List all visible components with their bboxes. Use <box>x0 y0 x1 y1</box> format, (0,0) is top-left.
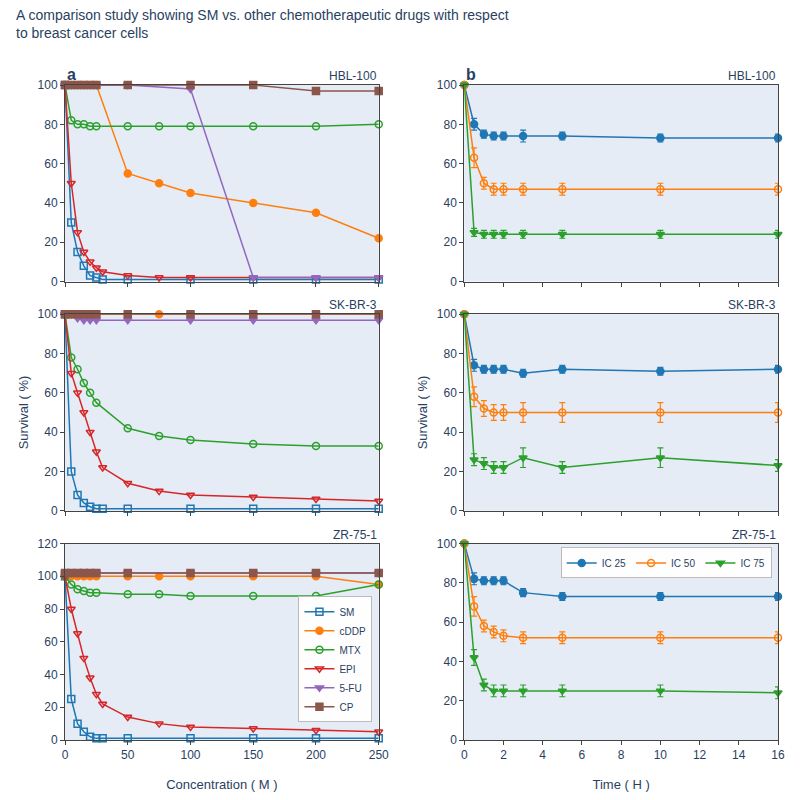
svg-text:100: 100 <box>437 537 457 551</box>
svg-text:40: 40 <box>444 655 458 669</box>
svg-text:16: 16 <box>771 748 785 762</box>
svg-text:20: 20 <box>44 700 58 714</box>
svg-text:0: 0 <box>450 275 457 289</box>
svg-text:60: 60 <box>44 386 58 400</box>
svg-text:40: 40 <box>44 425 58 439</box>
svg-text:0: 0 <box>62 748 69 762</box>
svg-text:60: 60 <box>444 386 458 400</box>
svg-text:8: 8 <box>618 748 625 762</box>
svg-text:100: 100 <box>180 748 200 762</box>
svg-text:Time ( H ): Time ( H ) <box>592 777 649 792</box>
svg-text:20: 20 <box>44 235 58 249</box>
svg-text:A comparison study showing SM: A comparison study showing SM vs. other … <box>16 7 509 41</box>
svg-text:200: 200 <box>306 748 326 762</box>
svg-text:SM: SM <box>339 607 354 618</box>
svg-text:IC 50: IC 50 <box>671 558 695 569</box>
svg-text:40: 40 <box>444 425 458 439</box>
svg-text:MTX: MTX <box>339 645 360 656</box>
svg-text:20: 20 <box>444 235 458 249</box>
svg-text:20: 20 <box>44 465 58 479</box>
svg-text:0: 0 <box>51 733 58 747</box>
svg-text:12: 12 <box>693 748 707 762</box>
svg-text:60: 60 <box>44 157 58 171</box>
svg-text:b: b <box>466 66 476 83</box>
svg-text:250: 250 <box>369 748 389 762</box>
svg-text:2: 2 <box>500 748 507 762</box>
svg-text:5-FU: 5-FU <box>339 683 361 694</box>
svg-text:20: 20 <box>444 694 458 708</box>
svg-text:HBL-100: HBL-100 <box>329 69 377 83</box>
svg-text:0: 0 <box>51 504 58 518</box>
svg-text:a: a <box>67 66 76 83</box>
svg-text:40: 40 <box>44 196 58 210</box>
svg-text:ZR-75-1: ZR-75-1 <box>732 528 776 542</box>
svg-text:HBL-100: HBL-100 <box>728 69 776 83</box>
svg-text:50: 50 <box>121 748 135 762</box>
svg-text:cDDP: cDDP <box>339 626 365 637</box>
svg-text:0: 0 <box>461 748 468 762</box>
svg-text:80: 80 <box>444 118 458 132</box>
svg-text:100: 100 <box>38 307 58 321</box>
svg-text:60: 60 <box>444 615 458 629</box>
svg-text:120: 120 <box>38 537 58 551</box>
svg-text:SK-BR-3: SK-BR-3 <box>329 298 377 312</box>
svg-text:6: 6 <box>579 748 586 762</box>
svg-text:0: 0 <box>450 504 457 518</box>
svg-text:IC 25: IC 25 <box>602 558 626 569</box>
svg-text:40: 40 <box>444 196 458 210</box>
svg-text:14: 14 <box>732 748 746 762</box>
svg-text:20: 20 <box>444 465 458 479</box>
svg-text:Survival ( %): Survival ( %) <box>16 376 31 450</box>
svg-text:150: 150 <box>243 748 263 762</box>
svg-text:40: 40 <box>44 668 58 682</box>
svg-text:0: 0 <box>51 275 58 289</box>
svg-text:80: 80 <box>44 347 58 361</box>
svg-text:100: 100 <box>38 78 58 92</box>
svg-text:80: 80 <box>44 118 58 132</box>
svg-text:80: 80 <box>444 347 458 361</box>
svg-text:100: 100 <box>437 307 457 321</box>
svg-text:CP: CP <box>339 702 353 713</box>
svg-text:EPI: EPI <box>339 664 355 675</box>
svg-text:80: 80 <box>444 576 458 590</box>
svg-text:60: 60 <box>444 157 458 171</box>
svg-text:80: 80 <box>44 602 58 616</box>
svg-text:Survival ( %): Survival ( %) <box>415 376 430 450</box>
svg-text:ZR-75-1: ZR-75-1 <box>333 528 377 542</box>
svg-text:60: 60 <box>44 635 58 649</box>
svg-text:100: 100 <box>437 78 457 92</box>
svg-text:SK-BR-3: SK-BR-3 <box>728 298 776 312</box>
svg-text:Concentration ( M ): Concentration ( M ) <box>166 777 277 792</box>
svg-text:IC 75: IC 75 <box>740 558 764 569</box>
svg-text:10: 10 <box>654 748 668 762</box>
svg-text:100: 100 <box>38 569 58 583</box>
svg-text:0: 0 <box>450 733 457 747</box>
svg-text:4: 4 <box>539 748 546 762</box>
